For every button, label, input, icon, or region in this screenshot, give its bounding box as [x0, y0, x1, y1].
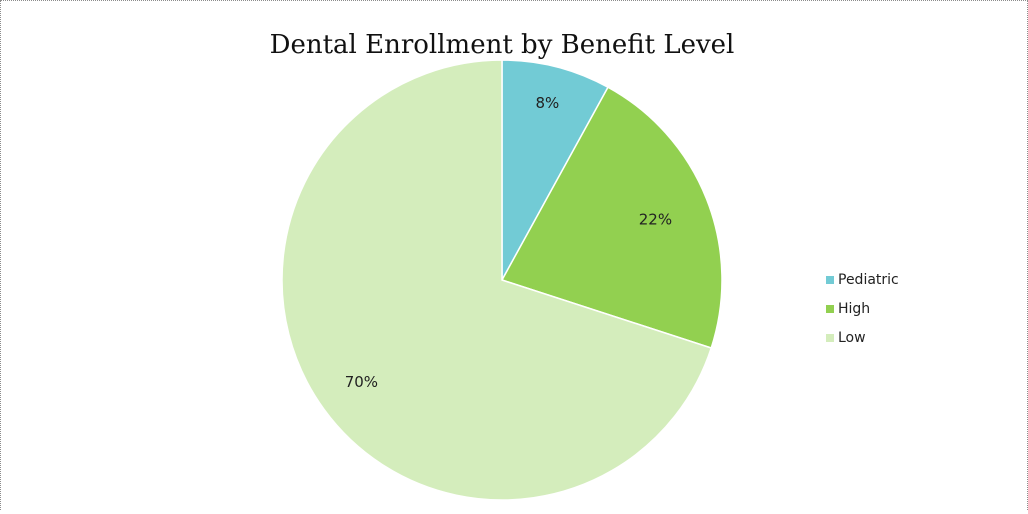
legend-swatch	[826, 275, 834, 284]
legend-swatch	[826, 304, 834, 313]
legend-label: Pediatric	[838, 271, 899, 288]
pie-labels: 8% 22% 70%	[345, 94, 672, 391]
chart-title: Dental Enrollment by Benefit Level	[269, 30, 735, 60]
pie-slice-high	[500, 86, 723, 349]
legend-item-high: High	[826, 294, 899, 323]
legend-label: High	[838, 300, 871, 317]
legend-swatch	[826, 333, 834, 342]
legend-item-pediatric: Pediatric	[826, 265, 899, 294]
slice-label-high: 22%	[639, 210, 672, 228]
pie-slices	[281, 59, 723, 501]
frame-edge	[0, 510, 1028, 514]
pie-slice-low	[281, 59, 713, 501]
chart-legend: Pediatric High Low	[826, 265, 899, 352]
pie-slice-pediatric	[501, 59, 610, 281]
legend-item-low: Low	[826, 323, 899, 352]
slice-label-pediatric: 8%	[536, 94, 560, 112]
slice-label-low: 70%	[345, 373, 378, 391]
legend-label: Low	[838, 329, 866, 346]
